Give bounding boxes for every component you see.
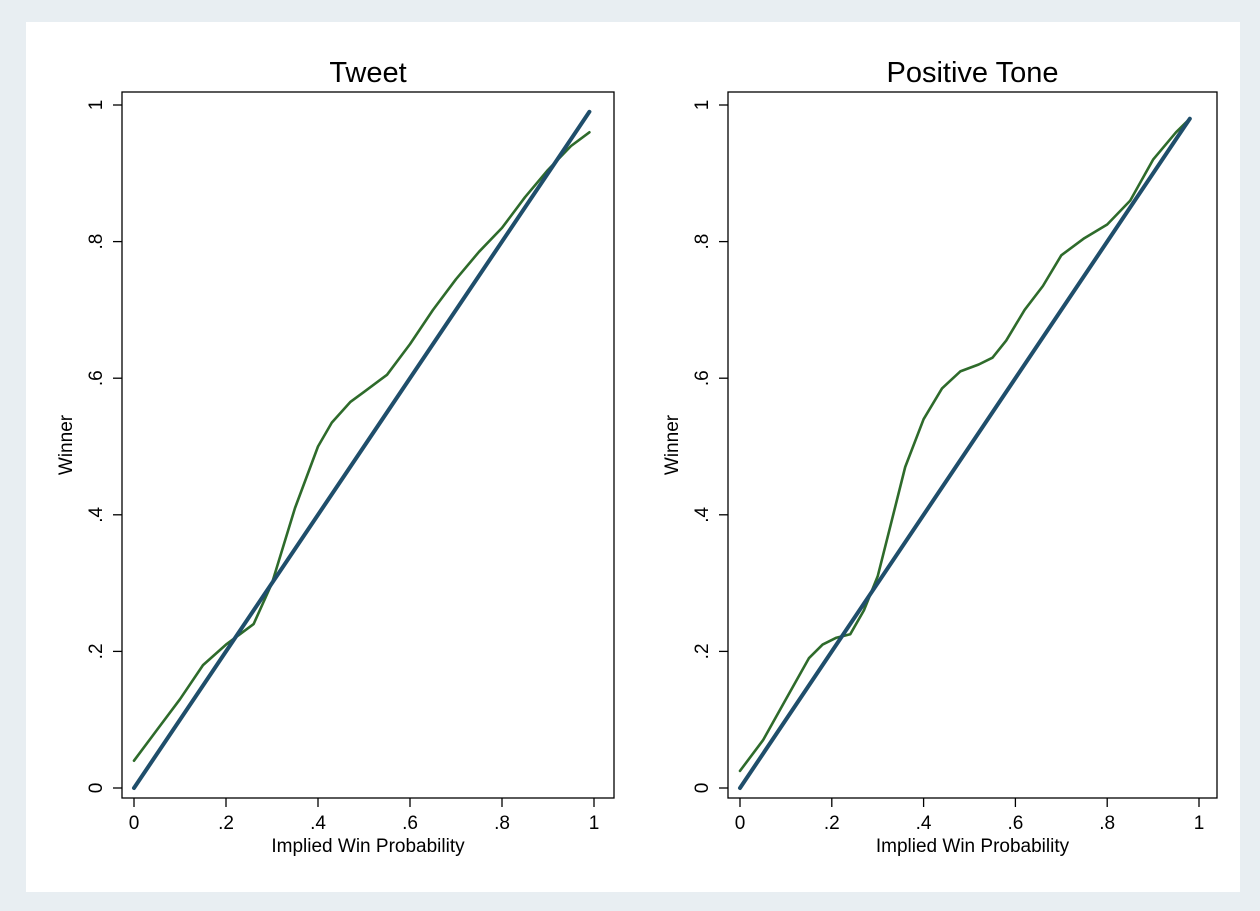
figure: Tweet 0 .2 .4 .6 .8 1 0 .2 .4 .6 .8 1 Implied Win Pro…	[26, 22, 1240, 892]
panel-1-plot-frame	[121, 91, 615, 799]
panel-1-y-axis-title: Winner	[56, 414, 77, 475]
panel-1-x-tick-label: 1	[589, 813, 600, 834]
panel-2-y-tick-label: .4	[692, 506, 713, 522]
panel-1-y-tick-label: .6	[86, 370, 107, 386]
panel-1-y-tick-label: .4	[86, 506, 107, 522]
panel-1-y-tick-label: .2	[86, 643, 107, 659]
panel-2-smoothed-series-line	[738, 117, 1192, 773]
panel-2-x-tick-label: 1	[1194, 813, 1205, 834]
panel-1-y-tick-label: 1	[86, 100, 107, 111]
panel-1-x-tick-label: .4	[310, 813, 326, 834]
panel-1-x-tick-label: .2	[218, 813, 234, 834]
charts-svg: Tweet 0 .2 .4 .6 .8 1 0 .2 .4 .6 .8 1 Implied Win Pro…	[56, 57, 1218, 857]
panel-1-y-tick-label: 0	[86, 783, 107, 794]
panel-2-y-axis-title: Winner	[662, 414, 683, 475]
panel-2-y-tick-label: 1	[692, 100, 713, 111]
panel-1-x-axis-title: Implied Win Probability	[271, 836, 465, 857]
panel-2-y-tick-label: .2	[692, 643, 713, 659]
panel-2-x-tick-label: .2	[824, 813, 840, 834]
panel-1-diagonal-series-line	[132, 109, 592, 790]
panel-1-y-tick-label: .8	[86, 234, 107, 250]
panel-2-x-tick-label: .4	[916, 813, 932, 834]
panel-2-plot-frame	[727, 91, 1218, 799]
panel-1-x-tick-label: 0	[129, 813, 140, 834]
panel-2-y-tick-label: .6	[692, 370, 713, 386]
panel-1-x-tick-label: .6	[402, 813, 418, 834]
panel-1-x-tick-label: .8	[494, 813, 510, 834]
panel-2-x-axis-title: Implied Win Probability	[876, 836, 1070, 857]
panel-2-y-tick-label: 0	[692, 783, 713, 794]
panel-2-chart-title: Positive Tone	[887, 57, 1059, 89]
panel-2-x-tick-label: .8	[1099, 813, 1115, 834]
panel-1-smoothed-series-line	[132, 131, 591, 763]
panel-2-diagonal-series-line	[738, 116, 1192, 790]
panel-2-x-tick-label: .6	[1007, 813, 1023, 834]
panel-2-x-tick-label: 0	[735, 813, 746, 834]
panel-1-chart-title: Tweet	[329, 57, 406, 89]
panel-2-y-tick-label: .8	[692, 234, 713, 250]
